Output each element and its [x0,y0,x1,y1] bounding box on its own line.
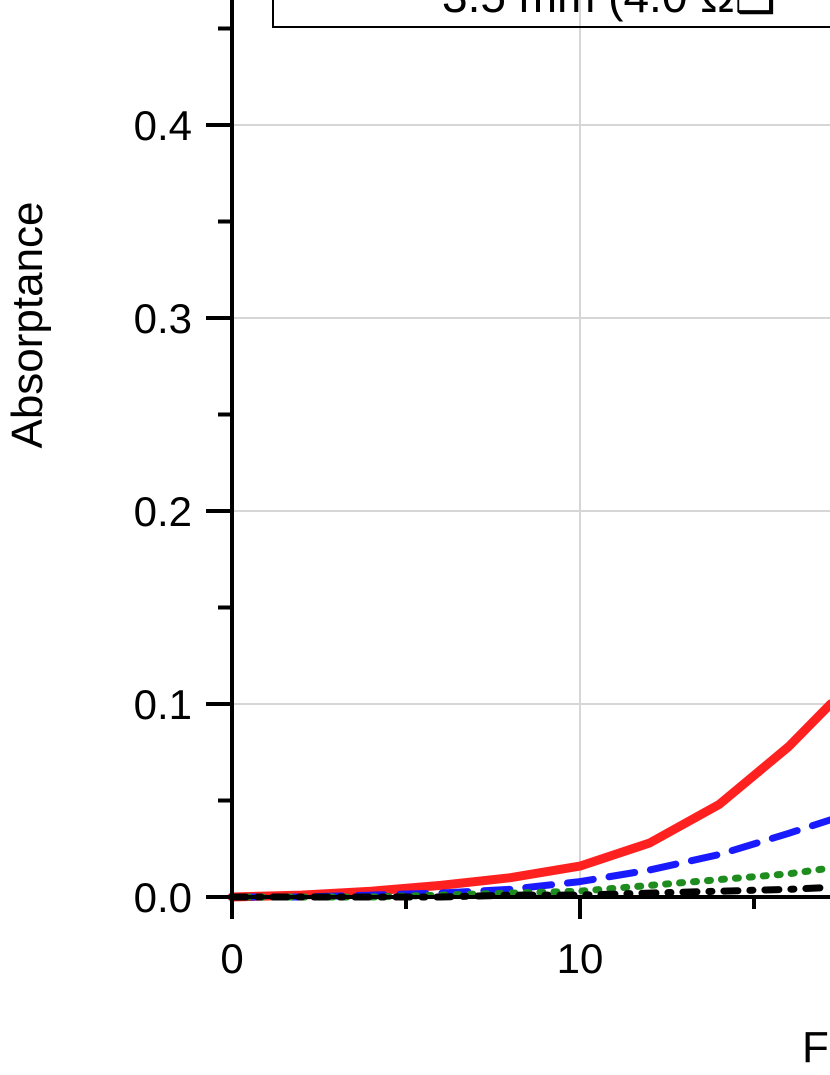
series-line-1 [227,699,830,902]
series-line-2 [228,816,830,901]
legend: 3.5 mm (4.0 Ω❑ [272,0,830,28]
x-tick-label: 0 [220,935,243,982]
legend-entry-label: 3.5 mm (4.0 Ω❑ [442,0,776,22]
y-tick-label: 0.1 [134,681,192,728]
x-tick-label: 10 [557,935,604,982]
grid-lines [232,0,830,897]
series-lines [227,699,830,902]
y-axis-label: Absorptance [3,201,52,448]
y-tick-label: 0.3 [134,295,192,342]
y-tick-label: 0.0 [134,874,192,921]
tick-marks [206,26,756,919]
y-tick-label: 0.2 [134,488,192,535]
tick-labels: 0.0 0.1 0.2 0.3 0.4 0 10 [134,102,604,982]
legend-box [272,0,830,28]
y-tick-label: 0.4 [134,102,192,149]
x-axis-label: F [802,1023,829,1072]
axes [230,0,830,899]
